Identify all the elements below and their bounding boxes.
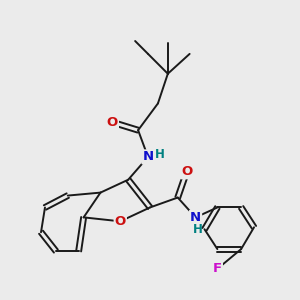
Text: N: N bbox=[190, 211, 201, 224]
Text: F: F bbox=[213, 262, 222, 275]
Text: O: O bbox=[107, 116, 118, 129]
Text: O: O bbox=[181, 165, 192, 178]
Text: O: O bbox=[115, 215, 126, 228]
Text: H: H bbox=[193, 223, 202, 236]
Text: N: N bbox=[142, 150, 154, 164]
Text: H: H bbox=[155, 148, 165, 161]
